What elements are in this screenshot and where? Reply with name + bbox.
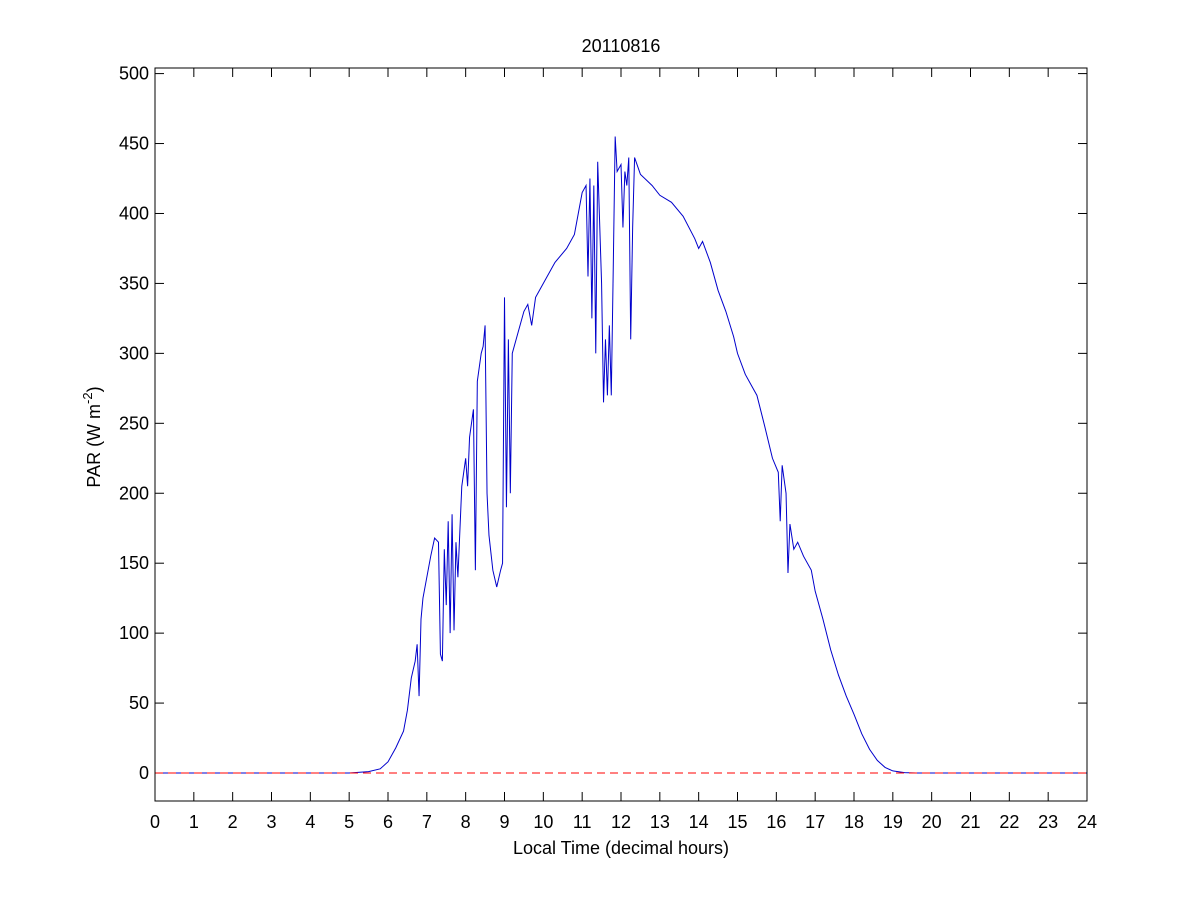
x-tick-label: 12 bbox=[611, 812, 631, 832]
y-tick-label: 350 bbox=[119, 273, 149, 293]
x-tick-label: 18 bbox=[844, 812, 864, 832]
x-tick-label: 13 bbox=[650, 812, 670, 832]
x-tick-label: 19 bbox=[883, 812, 903, 832]
y-tick-label: 0 bbox=[139, 763, 149, 783]
x-tick-label: 15 bbox=[727, 812, 747, 832]
x-tick-label: 2 bbox=[228, 812, 238, 832]
x-tick-label: 9 bbox=[499, 812, 509, 832]
y-tick-label: 450 bbox=[119, 134, 149, 154]
y-tick-label: 150 bbox=[119, 553, 149, 573]
y-tick-label: 50 bbox=[129, 693, 149, 713]
y-tick-label: 250 bbox=[119, 413, 149, 433]
x-tick-label: 1 bbox=[189, 812, 199, 832]
x-tick-label: 5 bbox=[344, 812, 354, 832]
data-line bbox=[155, 136, 1087, 774]
x-tick-label: 8 bbox=[461, 812, 471, 832]
y-tick-label: 100 bbox=[119, 623, 149, 643]
y-tick-label: 400 bbox=[119, 203, 149, 223]
y-tick-label: 200 bbox=[119, 483, 149, 503]
x-tick-label: 11 bbox=[573, 812, 592, 832]
x-tick-label: 20 bbox=[922, 812, 942, 832]
x-tick-label: 14 bbox=[689, 812, 709, 832]
x-axis-label: Local Time (decimal hours) bbox=[513, 838, 729, 858]
plot-frame bbox=[154, 67, 1088, 802]
x-tick-label: 6 bbox=[383, 812, 393, 832]
x-tick-label: 16 bbox=[766, 812, 786, 832]
y-axis-label: PAR (W m-2) bbox=[80, 386, 104, 487]
y-tick-label: 300 bbox=[119, 343, 149, 363]
x-tick-label: 4 bbox=[305, 812, 315, 832]
x-tick-label: 23 bbox=[1038, 812, 1058, 832]
x-tick-label: 10 bbox=[533, 812, 553, 832]
x-tick-label: 17 bbox=[805, 812, 825, 832]
x-tick-label: 22 bbox=[999, 812, 1019, 832]
x-tick-label: 24 bbox=[1077, 812, 1097, 832]
chart-title: 20110816 bbox=[582, 36, 661, 56]
x-tick-label: 7 bbox=[422, 812, 432, 832]
y-tick-label: 500 bbox=[119, 64, 149, 84]
x-tick-label: 21 bbox=[960, 812, 980, 832]
x-tick-label: 0 bbox=[150, 812, 160, 832]
x-tick-label: 3 bbox=[266, 812, 276, 832]
